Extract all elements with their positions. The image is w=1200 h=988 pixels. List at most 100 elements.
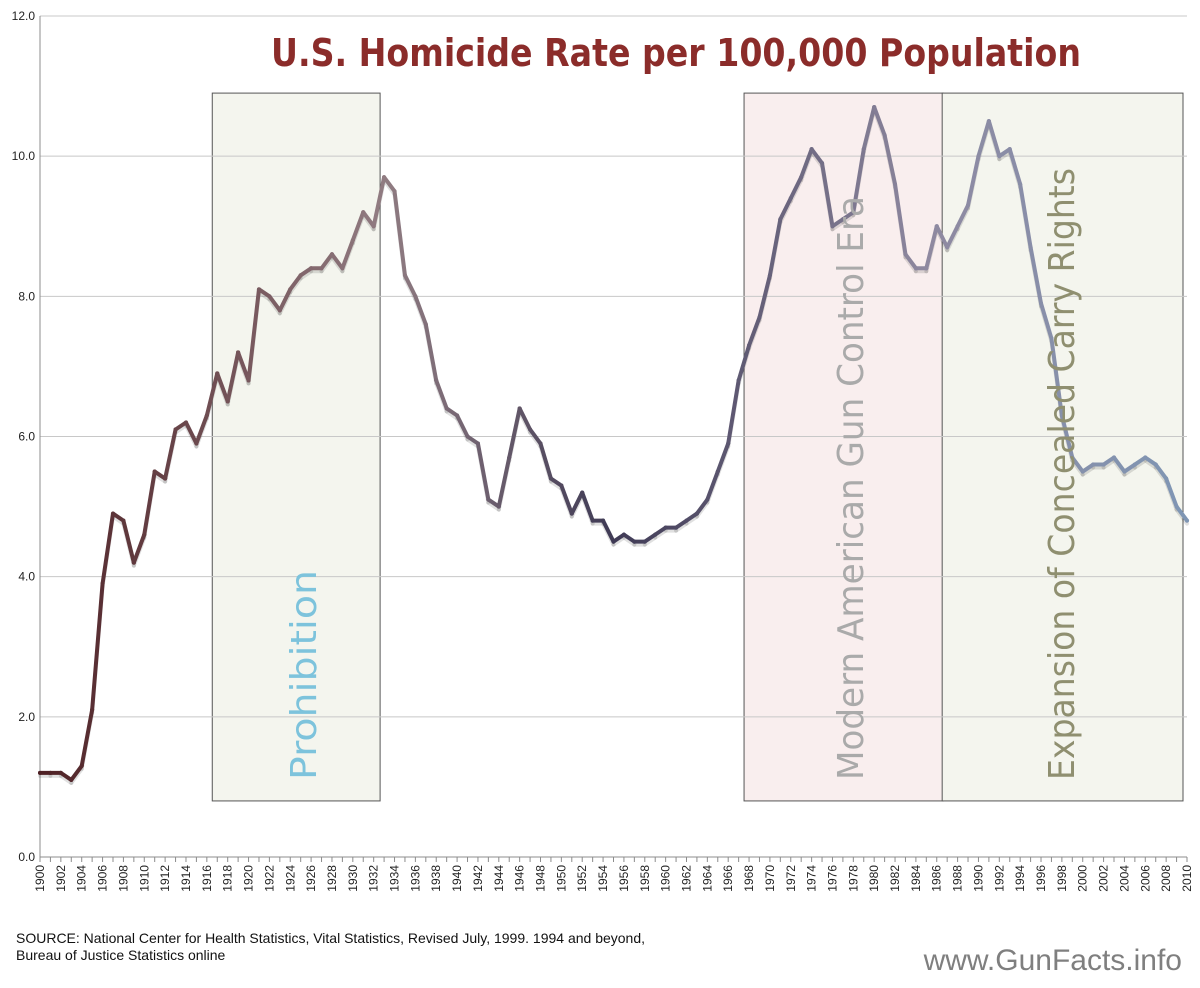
series-segment <box>611 532 626 544</box>
data-point <box>934 224 939 229</box>
x-tick-label: 1970 <box>763 865 777 892</box>
y-tick-label: 6.0 <box>18 430 35 444</box>
series-segment <box>642 532 658 544</box>
data-point <box>58 770 63 775</box>
data-point <box>872 105 877 110</box>
x-tick-label: 1980 <box>867 865 881 892</box>
series-segment <box>350 210 366 243</box>
data-point <box>152 469 157 474</box>
annotation-band-3 <box>941 92 1184 802</box>
series-shadow-segment <box>256 290 272 302</box>
data-point <box>444 406 449 411</box>
series-shadow-segment <box>830 220 845 232</box>
data-point <box>851 210 856 215</box>
data-point <box>663 525 668 530</box>
chart-title: U.S. Homicide Rate per 100,000 Populatio… <box>271 31 1081 75</box>
data-point <box>246 378 251 383</box>
series-segment <box>767 217 783 278</box>
x-tick-label: 1954 <box>596 865 610 892</box>
data-point <box>986 119 991 124</box>
x-tick-label: 1958 <box>638 865 652 892</box>
data-point <box>1164 476 1169 481</box>
series-shadow-segment <box>486 500 501 512</box>
x-tick-label: 1994 <box>1013 865 1027 892</box>
series-segment <box>684 511 699 523</box>
x-tick-label: 1990 <box>971 865 985 892</box>
x-tick-label: 1960 <box>659 865 673 892</box>
series-segment <box>1122 462 1137 474</box>
data-point <box>69 777 74 782</box>
annotation-label-3: Expansion of Concealed Carry Rights <box>1042 168 1083 780</box>
data-point <box>319 266 324 271</box>
data-point <box>1122 469 1127 474</box>
data-point <box>903 252 908 257</box>
y-tick-label: 4.0 <box>18 570 35 584</box>
data-point <box>110 511 115 516</box>
series-segment <box>1007 147 1023 187</box>
series-segment <box>256 287 272 299</box>
series-shadow-segment <box>1132 458 1148 470</box>
series-segment <box>382 175 397 194</box>
x-tick-label: 1906 <box>96 865 110 892</box>
series-segment <box>110 511 126 523</box>
series-segment <box>423 322 439 383</box>
series-segment <box>757 273 772 320</box>
series-segment <box>1153 462 1169 481</box>
data-point <box>569 511 574 516</box>
data-point <box>767 273 772 278</box>
data-point <box>966 203 971 208</box>
series-segment <box>924 224 939 271</box>
data-point <box>840 217 845 222</box>
x-tick-label: 1984 <box>909 865 923 892</box>
series-shadow-segment <box>611 535 626 547</box>
data-point <box>131 560 136 565</box>
series-segment <box>882 133 898 187</box>
series-segment <box>475 441 491 502</box>
series-segment <box>142 469 157 537</box>
x-tick-label: 2008 <box>1159 865 1173 892</box>
series-segment <box>507 406 522 460</box>
series-segment <box>246 287 261 383</box>
x-tick-label: 1918 <box>221 865 235 892</box>
data-point <box>465 434 470 439</box>
series-segment <box>809 147 825 166</box>
series-segment <box>1164 476 1179 509</box>
data-point <box>507 455 512 460</box>
data-point <box>736 378 741 383</box>
x-tick-label: 1924 <box>283 865 297 892</box>
series-segment <box>934 224 950 250</box>
series-shadow-segment <box>653 528 668 540</box>
data-point <box>538 441 543 446</box>
data-point <box>340 266 345 271</box>
series-segment <box>413 294 428 327</box>
series-segment <box>434 378 449 411</box>
series-segment <box>715 441 731 474</box>
series-segment <box>288 273 303 292</box>
data-point <box>486 497 491 502</box>
x-tick-label: 1904 <box>75 865 89 892</box>
series-segment <box>559 483 574 516</box>
data-point <box>455 413 460 418</box>
data-point <box>1039 301 1044 306</box>
series-segment <box>340 238 355 271</box>
x-tick-label: 1956 <box>617 865 631 892</box>
series-segment <box>1132 455 1148 467</box>
series-segment <box>788 175 804 201</box>
data-point <box>236 350 241 355</box>
x-tick-label: 1952 <box>575 865 589 892</box>
source-line-1: SOURCE: National Center for Health Stati… <box>16 930 646 946</box>
series-segment <box>131 532 147 565</box>
series-segment <box>298 266 314 278</box>
series-segment <box>653 525 668 537</box>
data-point <box>799 175 804 180</box>
x-tick-label: 1920 <box>242 865 256 892</box>
data-point <box>715 469 720 474</box>
source-line-2: Bureau of Justice Statistics online <box>16 947 226 963</box>
data-point <box>705 497 710 502</box>
x-tick-label: 1968 <box>742 865 756 892</box>
series-segment <box>1028 245 1044 306</box>
data-point <box>121 518 126 523</box>
data-point <box>382 175 387 180</box>
annotation-band-2 <box>743 92 944 802</box>
data-point <box>225 399 230 404</box>
